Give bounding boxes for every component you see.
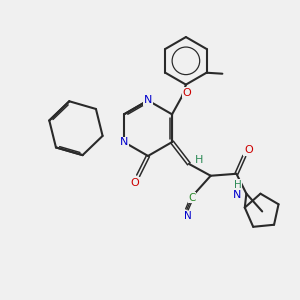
Text: C: C — [188, 193, 196, 202]
Text: N: N — [184, 212, 192, 221]
Text: H: H — [195, 155, 203, 165]
Text: H: H — [234, 180, 241, 190]
Text: O: O — [182, 88, 191, 98]
Text: N: N — [233, 190, 242, 200]
Text: O: O — [131, 178, 140, 188]
Text: N: N — [144, 95, 152, 106]
Text: N: N — [120, 137, 128, 147]
Text: O: O — [244, 145, 253, 155]
